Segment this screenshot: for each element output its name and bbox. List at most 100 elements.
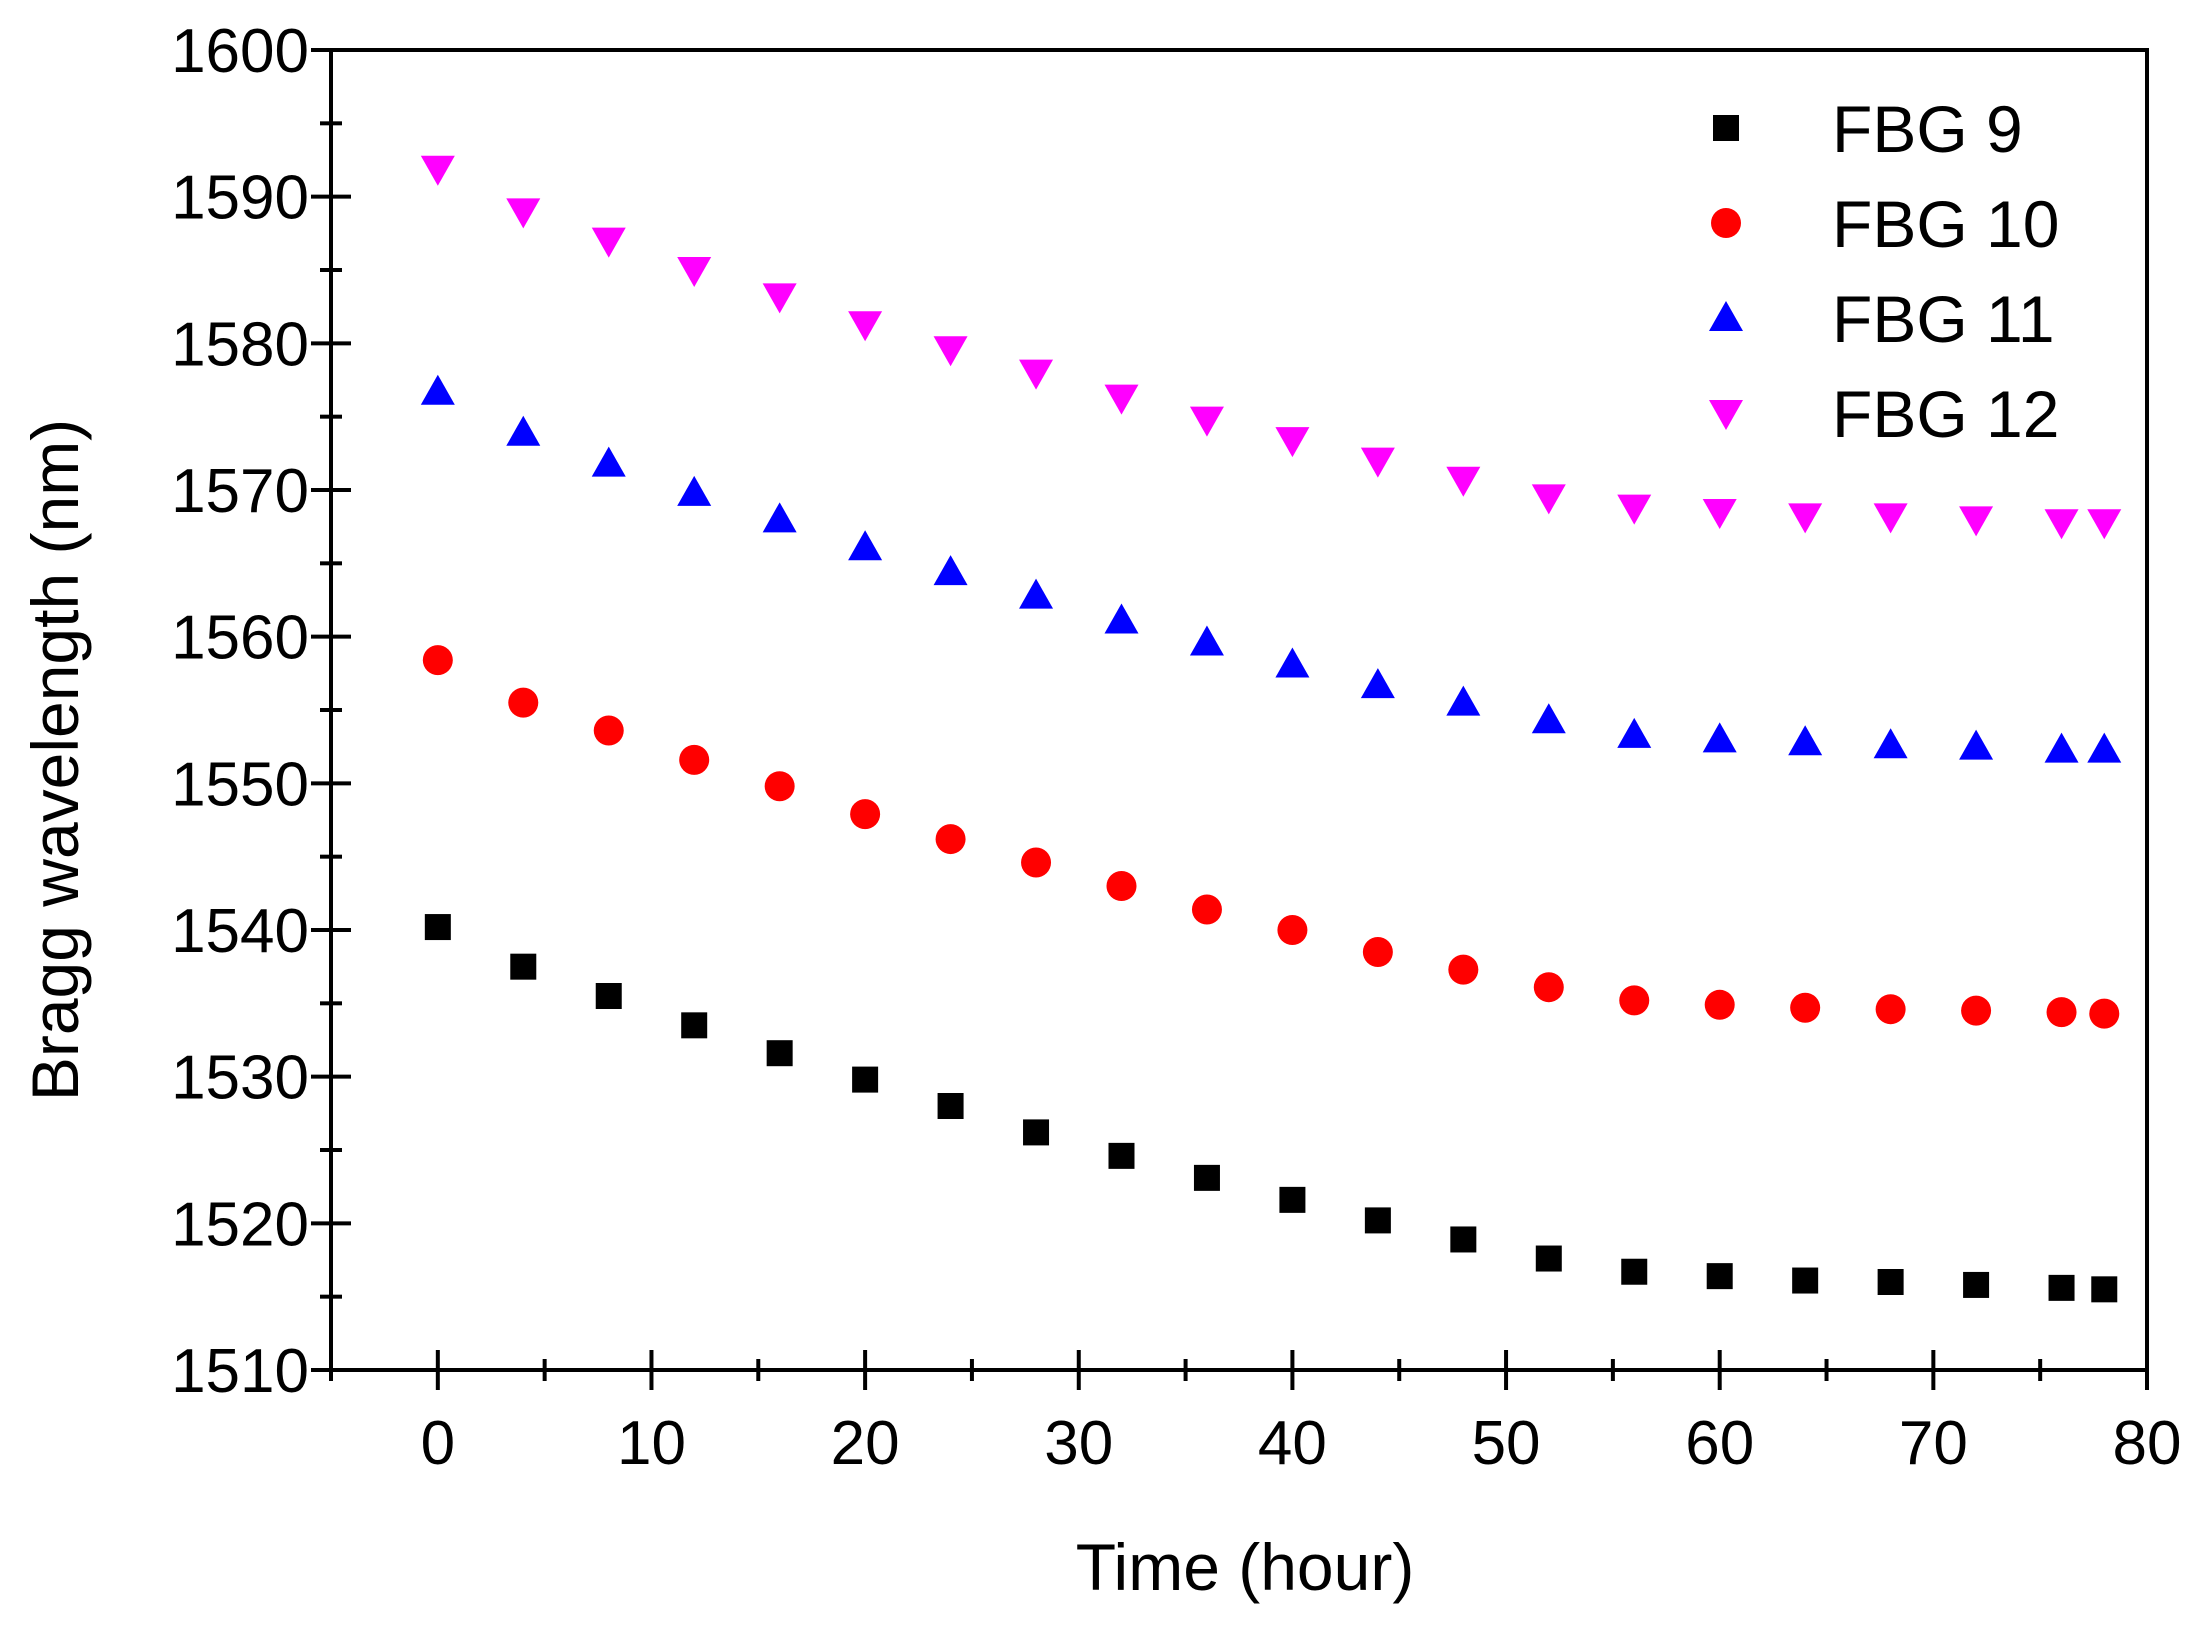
data-point (1959, 506, 1994, 537)
data-point (1621, 1258, 1648, 1285)
data-point (933, 555, 968, 586)
x-axis-ticks: 0 10 20 30 40 50 60 70 80 (329, 1350, 2182, 1478)
data-point (1360, 447, 1395, 478)
y-tick-label: 1520 (171, 1190, 309, 1259)
data-point (1963, 1271, 1990, 1298)
x-tick-label: 0 (421, 1409, 455, 1478)
data-point (848, 311, 883, 342)
data-point (1019, 359, 1054, 390)
y-tick-label: 1590 (171, 164, 309, 233)
data-point (1450, 1226, 1477, 1253)
data-point (2087, 509, 2122, 540)
legend-item: FBG 12 (1709, 377, 2059, 451)
data-point (595, 983, 622, 1009)
data-point (1108, 1142, 1135, 1169)
x-axis-title: Time (hour) (1076, 1530, 1415, 1604)
data-point (937, 1093, 964, 1119)
data-point (933, 336, 968, 367)
data-point (1193, 1164, 1220, 1191)
legend-item: FBG 11 (1709, 282, 2055, 356)
data-point (591, 227, 626, 258)
y-axis-ticks: 1510 1520 1530 1540 1550 1560 1570 1580 1590 1600 (171, 17, 351, 1406)
data-point (766, 1040, 793, 1067)
data-point (1104, 603, 1139, 634)
data-point (1617, 717, 1652, 748)
data-point (1446, 466, 1481, 497)
data-point (762, 502, 797, 533)
data-point (1535, 1245, 1562, 1272)
data-point (1533, 972, 1564, 1003)
data-point (1189, 406, 1224, 437)
data-point (1875, 994, 1906, 1025)
legend-marker (1713, 115, 1739, 141)
data-point (1702, 722, 1737, 753)
y-tick-label: 1600 (171, 17, 309, 86)
legend-item: FBG 9 (1713, 92, 2023, 166)
data-point (764, 771, 795, 802)
data-point (1619, 985, 1650, 1016)
data-point (1706, 1263, 1733, 1290)
data-point (2089, 998, 2120, 1029)
data-point (1873, 503, 1908, 534)
y-tick-label: 1580 (171, 310, 309, 379)
y-tick-label: 1530 (171, 1044, 309, 1113)
data-point (1106, 871, 1137, 901)
series-fbg-9 (424, 914, 2118, 1303)
data-point (1531, 484, 1566, 515)
data-point (508, 687, 539, 718)
data-point (2087, 732, 2122, 763)
data-point (1704, 989, 1735, 1020)
data-point (1873, 728, 1908, 759)
data-point (1877, 1269, 1904, 1295)
y-tick-label: 1540 (171, 897, 309, 966)
data-point (420, 374, 455, 405)
legend-item: FBG 10 (1711, 187, 2059, 261)
data-point (1362, 937, 1393, 967)
data-point (424, 914, 451, 941)
data-point (1448, 954, 1479, 985)
x-tick-label: 40 (1258, 1409, 1327, 1478)
data-point (1790, 992, 1821, 1023)
series-fbg-10 (422, 645, 2120, 1029)
data-point (422, 645, 453, 676)
data-point (420, 155, 455, 186)
legend-label: FBG 11 (1832, 282, 2055, 356)
x-tick-label: 80 (2113, 1409, 2182, 1478)
data-point (593, 715, 624, 746)
data-point (1959, 729, 1994, 760)
data-point (1788, 725, 1823, 756)
data-point (1104, 384, 1139, 415)
data-point (1023, 1119, 1050, 1146)
data-point (1446, 685, 1481, 716)
data-point (1019, 578, 1054, 609)
data-point (510, 953, 537, 980)
data-point (850, 799, 881, 830)
series-fbg-11 (420, 374, 2122, 763)
y-tick-label: 1550 (171, 750, 309, 819)
y-tick-label: 1570 (171, 457, 309, 526)
data-point (935, 824, 966, 855)
data-point (1792, 1267, 1819, 1294)
legend-marker (1711, 208, 1741, 238)
legend-label: FBG 9 (1832, 92, 2023, 166)
x-tick-label: 70 (1899, 1409, 1968, 1478)
x-tick-label: 60 (1685, 1409, 1754, 1478)
data-point (591, 446, 626, 477)
data-point (1531, 703, 1566, 734)
data-point (848, 530, 883, 561)
data-point (1275, 647, 1310, 678)
data-point (679, 744, 710, 775)
data-point (1189, 625, 1224, 656)
data-point (1702, 499, 1737, 529)
x-tick-label: 30 (1044, 1409, 1113, 1478)
data-point (1364, 1207, 1391, 1234)
data-point (681, 1012, 708, 1039)
data-markers (420, 155, 2122, 1303)
data-point (2044, 509, 2079, 540)
x-tick-label: 20 (831, 1409, 900, 1478)
data-point (677, 475, 712, 506)
legend-label: FBG 12 (1832, 377, 2059, 451)
data-point (2091, 1276, 2118, 1303)
